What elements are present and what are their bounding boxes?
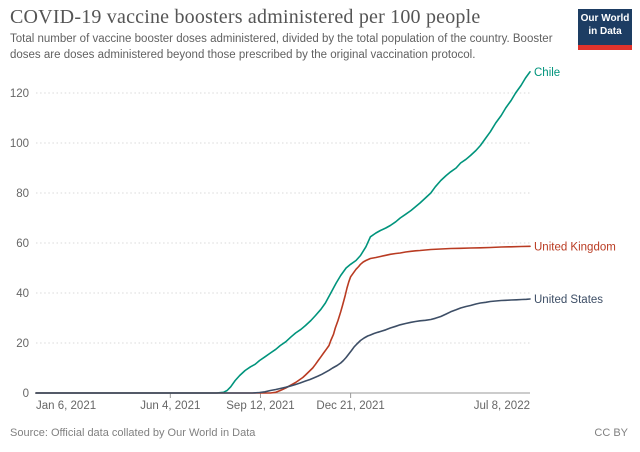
y-tick-label-120: 120: [10, 88, 29, 100]
x-tick-label-0: Jan 6, 2021: [36, 400, 96, 412]
owid-logo-line2: in Data: [588, 25, 622, 37]
y-tick-label-60: 60: [16, 238, 29, 250]
series-line-united-states[interactable]: [35, 298, 531, 394]
owid-logo[interactable]: Our World in Data: [578, 9, 632, 50]
y-tick-label-100: 100: [10, 138, 29, 150]
source-note: Source: Official data collated by Our Wo…: [10, 427, 256, 439]
owid-logo-line1: Our World: [580, 13, 630, 24]
x-tick-label-3: Dec 21, 2021: [316, 400, 384, 412]
series-line-united-kingdom[interactable]: [35, 245, 531, 394]
series-line-chile[interactable]: [35, 71, 531, 394]
series-label-united-states[interactable]: United States: [534, 294, 603, 306]
x-tick-label-2: Sep 12, 2021: [226, 400, 294, 412]
chart-subtitle: Total number of vaccine booster doses ad…: [10, 33, 553, 61]
license-badge[interactable]: CC BY: [594, 427, 628, 439]
x-tick-label-1: Jun 4, 2021: [140, 400, 200, 412]
y-tick-label-80: 80: [16, 188, 29, 200]
y-tick-label-20: 20: [16, 338, 29, 350]
chart-title: COVID-19 vaccine boosters administered p…: [10, 6, 481, 28]
y-tick-label-0: 0: [23, 388, 29, 400]
y-tick-label-40: 40: [16, 288, 29, 300]
x-tick-label-4: Jul 8, 2022: [474, 400, 530, 412]
series-label-united-kingdom[interactable]: United Kingdom: [534, 241, 616, 253]
series-label-chile[interactable]: Chile: [534, 67, 560, 79]
